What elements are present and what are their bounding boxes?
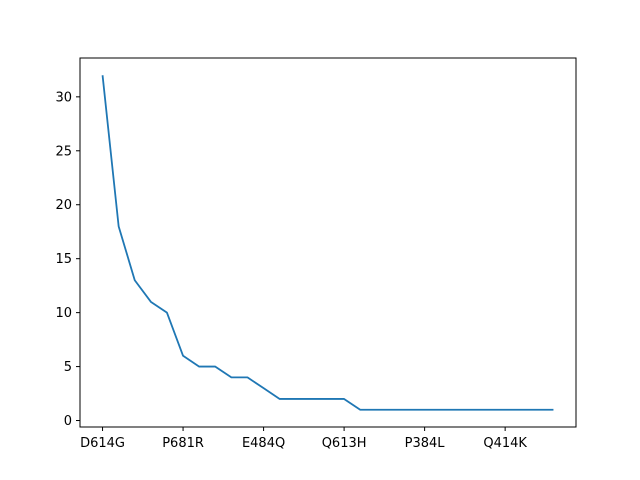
x-tick-label: E484Q xyxy=(242,436,285,451)
x-tick-label: Q613H xyxy=(322,436,367,451)
x-tick-label: P681R xyxy=(162,436,204,451)
x-tick-label: P384L xyxy=(405,436,446,451)
plot-frame xyxy=(79,57,577,428)
y-tick-label: 20 xyxy=(55,198,72,213)
x-tick-label: Q414K xyxy=(483,436,527,451)
y-tick-label: 25 xyxy=(55,144,72,159)
series-line xyxy=(101,75,554,411)
x-tick-label: D614G xyxy=(80,436,125,451)
y-tick-label: 10 xyxy=(55,306,72,321)
ticks-layer: 0 5 10 15 20 25 30 D614G P681R E484Q Q613H P384L Q41… xyxy=(55,90,527,451)
y-tick-label: 5 xyxy=(64,360,72,375)
y-tick-label: 15 xyxy=(55,252,72,267)
y-tick-label: 30 xyxy=(55,90,72,105)
y-tick-label: 0 xyxy=(64,414,72,429)
